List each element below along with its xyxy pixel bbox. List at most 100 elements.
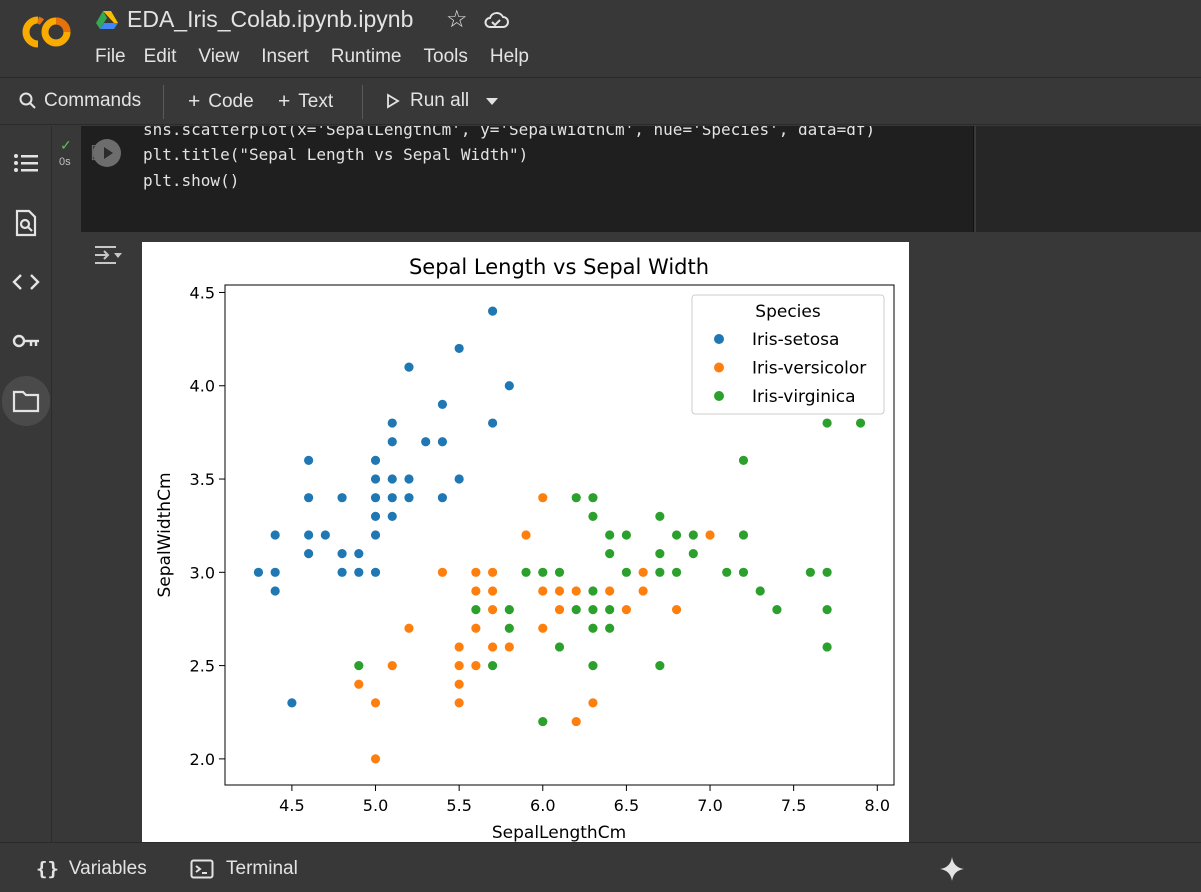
table-of-contents-icon[interactable] — [11, 148, 41, 178]
add-code-button[interactable]: + Code — [188, 90, 254, 114]
data-point — [537, 716, 549, 727]
x-axis-label: SepalLengthCm — [492, 823, 626, 842]
google-drive-icon — [96, 11, 118, 29]
menu-file[interactable]: File — [95, 46, 126, 67]
data-point — [353, 548, 365, 560]
notebook-title[interactable]: EDA_Iris_Colab.ipynb.ipynb — [127, 6, 414, 32]
search-icon — [19, 92, 36, 109]
toolbar-divider — [362, 85, 363, 119]
menu-edit[interactable]: Edit — [143, 46, 177, 67]
code-snippets-icon[interactable] — [11, 267, 41, 297]
x-tick-label: 7.5 — [781, 796, 806, 815]
data-point — [637, 585, 649, 597]
data-point — [353, 678, 365, 690]
y-tick-label: 4.5 — [190, 283, 215, 302]
y-tick-label: 2.5 — [190, 657, 215, 676]
data-point — [303, 548, 315, 560]
legend-label: Iris-setosa — [752, 330, 839, 350]
data-point — [303, 454, 315, 466]
data-point — [503, 641, 515, 653]
data-point — [537, 566, 549, 578]
data-point — [503, 604, 515, 616]
data-point — [437, 566, 448, 578]
data-point — [804, 566, 816, 578]
terminal-button[interactable]: Terminal — [190, 858, 298, 880]
output-collapse-icon[interactable] — [92, 242, 124, 270]
data-point — [470, 585, 482, 597]
data-point — [587, 697, 599, 709]
data-point — [403, 361, 415, 373]
data-point — [386, 510, 398, 522]
commands-button[interactable]: Commands — [18, 90, 141, 112]
toolbar-divider — [163, 85, 164, 119]
toolbar: Commands + Code + Text Run all — [0, 79, 1201, 125]
data-point — [721, 566, 733, 578]
data-point — [520, 529, 532, 541]
x-tick-label: 6.5 — [614, 796, 639, 815]
menu-view[interactable]: View — [198, 46, 240, 67]
colab-logo[interactable] — [16, 12, 76, 52]
variables-label: Variables — [68, 858, 147, 879]
menu-tools[interactable]: Tools — [423, 46, 468, 67]
data-point — [503, 380, 515, 392]
data-point — [370, 529, 381, 541]
data-point — [654, 510, 666, 522]
legend-items: Iris-setosa Iris-versicolor Iris-virginica — [714, 330, 866, 407]
data-point — [687, 548, 699, 560]
data-point — [453, 697, 465, 709]
gemini-sparkle-icon[interactable] — [939, 856, 965, 882]
data-point — [604, 585, 616, 597]
data-point — [738, 454, 749, 466]
data-point — [771, 604, 783, 616]
data-point — [370, 473, 381, 485]
menu-help[interactable]: Help — [489, 46, 529, 67]
code-cell-editor[interactable]: sns.scatterplot(x='SepalLengthCm', y='Se… — [81, 126, 974, 232]
add-text-button[interactable]: + Text — [278, 90, 333, 114]
execution-success-icon: ✓ — [60, 137, 72, 153]
run-all-dropdown-icon[interactable] — [484, 97, 500, 107]
run-all-button[interactable]: Run all — [386, 90, 469, 112]
secrets-key-icon[interactable] — [11, 326, 41, 356]
data-point — [604, 548, 616, 560]
data-point — [453, 473, 465, 485]
data-point — [386, 473, 398, 485]
data-point — [269, 529, 281, 541]
data-point — [437, 399, 448, 410]
terminal-icon — [190, 859, 214, 879]
find-replace-icon[interactable] — [11, 208, 41, 238]
data-point — [470, 622, 482, 634]
data-point — [286, 697, 298, 709]
data-point — [587, 622, 599, 634]
data-point — [570, 585, 582, 597]
code-label: Code — [208, 91, 254, 112]
data-point — [487, 641, 499, 653]
x-tick-label: 7.0 — [697, 796, 722, 815]
y-tick-label: 3.5 — [190, 470, 215, 489]
y-tick-label: 4.0 — [190, 377, 215, 396]
data-point — [537, 622, 549, 634]
data-point — [453, 343, 465, 354]
data-point — [587, 492, 599, 504]
code-text: plt.title("Sepal Length vs Sepal Width") — [143, 145, 529, 164]
left-rail — [0, 126, 52, 842]
menu-insert[interactable]: Insert — [261, 46, 309, 67]
data-point — [671, 529, 682, 541]
data-point — [470, 604, 482, 616]
code-line-2: plt.title("Sepal Length vs Sepal Width") — [143, 145, 528, 164]
data-point — [520, 566, 532, 578]
run-cell-button[interactable] — [93, 139, 121, 167]
cloud-saved-icon[interactable] — [483, 9, 509, 31]
files-folder-icon[interactable] — [11, 386, 41, 416]
commands-label: Commands — [44, 90, 142, 111]
variables-button[interactable]: {} Variables — [36, 858, 147, 880]
star-icon[interactable]: ☆ — [446, 6, 468, 33]
data-point — [671, 604, 682, 616]
data-point — [821, 566, 833, 578]
data-point — [554, 585, 565, 597]
data-point — [370, 510, 381, 522]
menu-runtime[interactable]: Runtime — [330, 46, 402, 67]
y-tick-label: 3.0 — [190, 563, 215, 582]
data-point — [487, 660, 499, 671]
data-point — [654, 660, 666, 671]
data-point — [487, 305, 499, 317]
